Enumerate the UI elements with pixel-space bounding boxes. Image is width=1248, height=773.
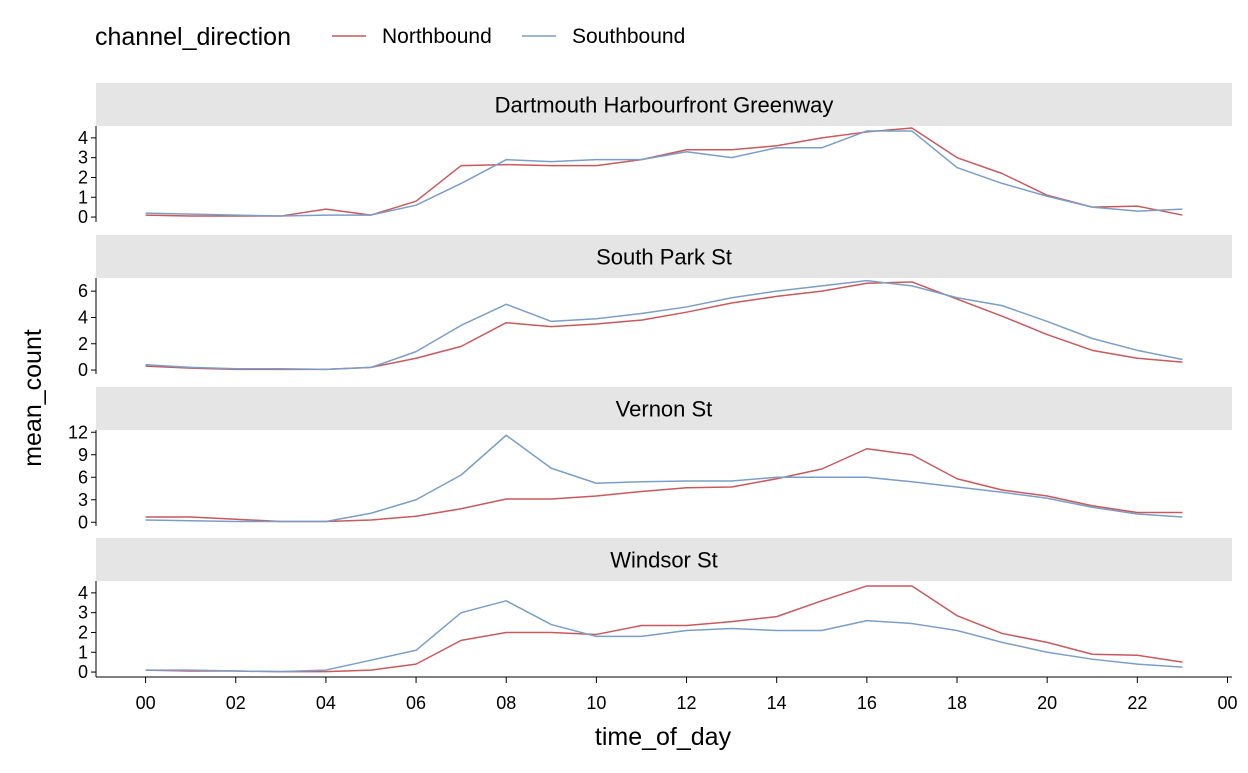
facet-strip-windsor-st xyxy=(96,538,1232,581)
x-tick-label: 00 xyxy=(1217,693,1237,713)
x-tick-label: 10 xyxy=(586,693,606,713)
x-tick-label: 20 xyxy=(1037,693,1057,713)
series-line-northbound xyxy=(145,585,1183,673)
series-line-southbound xyxy=(145,130,1183,217)
legend-title: channel_direction xyxy=(95,23,291,51)
x-tick-label: 12 xyxy=(677,693,697,713)
y-tick-label: 0 xyxy=(78,360,88,380)
y-tick-label: 2 xyxy=(78,167,88,187)
facet-strip-label: South Park St xyxy=(596,245,732,270)
x-tick-label: 02 xyxy=(226,693,246,713)
y-tick-label: 1 xyxy=(78,187,88,207)
facet-strip-south-park-st xyxy=(96,235,1232,278)
series-line-northbound xyxy=(145,448,1183,523)
y-tick-label: 6 xyxy=(78,281,88,301)
series-line-northbound xyxy=(145,127,1183,217)
facet-strip-label: Dartmouth Harbourfront Greenway xyxy=(495,93,834,118)
series-line-southbound xyxy=(145,434,1183,523)
facet-panels: Dartmouth Harbourfront Greenway01234Sout… xyxy=(68,83,1232,682)
facet-strip-label: Vernon St xyxy=(616,397,713,422)
x-tick-label: 14 xyxy=(767,693,787,713)
series-line-southbound xyxy=(145,279,1183,371)
y-tick-label: 3 xyxy=(78,148,88,168)
y-tick-label: 4 xyxy=(78,128,88,148)
facet-strip-dartmouth-harbourfront-greenway xyxy=(96,83,1232,126)
y-tick-label: 4 xyxy=(78,307,88,327)
x-tick-label: 16 xyxy=(857,693,877,713)
y-tick-label: 4 xyxy=(78,583,88,603)
y-tick-label: 2 xyxy=(78,334,88,354)
x-tick-label: 08 xyxy=(496,693,516,713)
legend: channel_direction Northbound Southbound xyxy=(95,23,685,51)
y-tick-label: 6 xyxy=(78,467,88,487)
shared-axes: 00 02 04 06 08 10 12 14 16 18 20 22 00 xyxy=(96,676,1238,713)
legend-label-northbound: Northbound xyxy=(382,25,492,48)
x-axis-title: time_of_day xyxy=(595,723,732,751)
y-tick-label: 3 xyxy=(78,603,88,623)
facet-strip-vernon-st xyxy=(96,387,1232,430)
facet-panel-south-park-st: South Park St 0 2 4 6 xyxy=(78,235,1232,380)
y-tick-label: 12 xyxy=(68,422,88,442)
x-tick-label: 04 xyxy=(316,693,336,713)
x-tick-label: 06 xyxy=(406,693,426,713)
x-tick-label: 22 xyxy=(1127,693,1147,713)
x-tick-label: 00 xyxy=(136,693,156,713)
y-tick-label: 9 xyxy=(78,445,88,465)
legend-label-southbound: Southbound xyxy=(572,25,685,48)
y-tick-label: 3 xyxy=(78,490,88,510)
series-line-southbound xyxy=(145,600,1183,673)
x-tick-label: 18 xyxy=(947,693,967,713)
y-tick-label: 0 xyxy=(78,512,88,532)
facet-panel-vernon-st: Vernon St 03 69 12 xyxy=(68,387,1232,532)
y-tick-label: 0 xyxy=(78,207,88,227)
y-tick-label: 2 xyxy=(78,622,88,642)
y-tick-label: 0 xyxy=(78,662,88,682)
series-line-northbound xyxy=(145,281,1183,371)
y-tick-label: 1 xyxy=(78,642,88,662)
y-axis-title: mean_count xyxy=(19,329,47,467)
facet-strip-label: Windsor St xyxy=(610,548,718,573)
